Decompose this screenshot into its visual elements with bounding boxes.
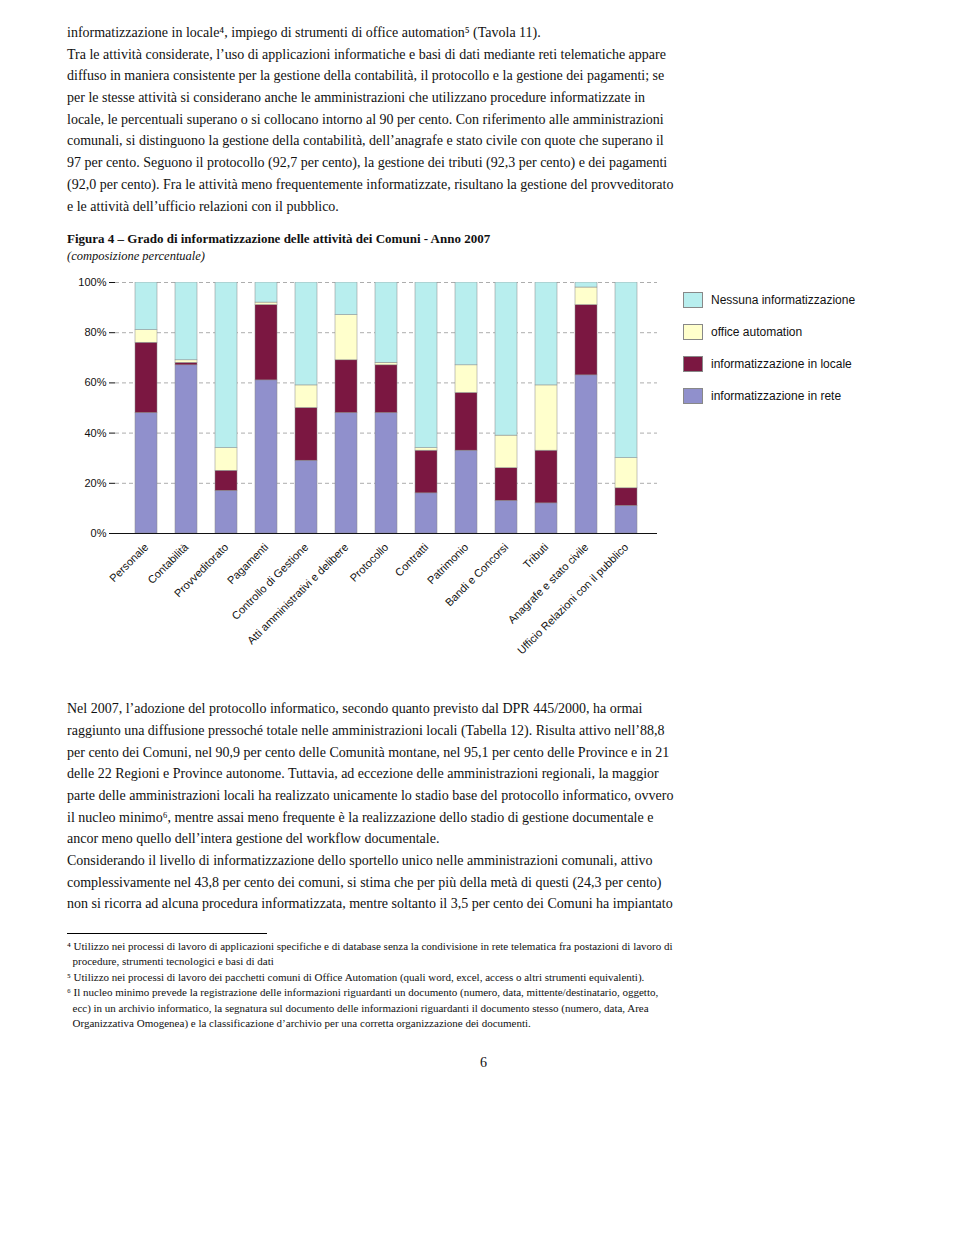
html-text:informatizzazione in locale⁴,: informatizzazione in locale⁴, impiego di…: [67, 25, 674, 214]
svg-text:20%: 20%: [84, 477, 106, 489]
html-text:office automation: office automation: [711, 325, 803, 340]
svg-text:Contabilità: Contabilità: [145, 540, 191, 587]
svg-text:Ufficio Relazioni con il pubbl: Ufficio Relazioni con il pubblico: [515, 541, 631, 657]
svg-text:Contratti: Contratti: [393, 541, 431, 579]
svg-text:Personale: Personale: [107, 541, 151, 585]
svg-text:0%: 0%: [91, 527, 107, 539]
svg-text:60%: 60%: [84, 377, 106, 389]
html-text:informatizzazione in rete: informatizzazione in rete: [711, 389, 842, 404]
html-text:informatizzazione in locale: informatizzazione in locale: [711, 357, 852, 372]
svg-text:Patrimonio: Patrimonio: [424, 540, 471, 587]
html-text:Figura 4 – Grado di informatiz: Figura 4 – Grado di informatizzazione de…: [67, 231, 491, 247]
svg-text:Atti amministrativi e delibere: Atti amministrativi e delibere: [245, 541, 351, 647]
html-text:⁴ Utilizzo nei processi di lav: ⁴ Utilizzo nei processi di lavoro di app…: [67, 940, 673, 1029]
svg-text:80%: 80%: [84, 326, 106, 338]
svg-text:Controllo di Gestione: Controllo di Gestione: [229, 541, 310, 622]
svg-text:Anagrafe e stato civile: Anagrafe e stato civile: [505, 541, 590, 626]
svg-text:Tributi: Tributi: [521, 541, 551, 571]
svg-text:100%: 100%: [78, 276, 106, 288]
html-text:(composizione percentuale): (composizione percentuale): [67, 249, 205, 264]
svg-text:Protocollo: Protocollo: [347, 541, 390, 584]
svg-text:40%: 40%: [84, 427, 106, 439]
svg-text:Bandi e Concorsi: Bandi e Concorsi: [443, 541, 511, 609]
svg-text:Provveditorato: Provveditorato: [172, 541, 231, 600]
html-text:6: 6: [480, 1055, 487, 1071]
html-text:Nessuna informatizzazione: Nessuna informatizzazione: [711, 293, 856, 308]
html-text:Nel 2007, l’adozione del ​prot: Nel 2007, l’adozione del ​protocollo inf…: [67, 701, 674, 912]
svg-text:Pagamenti: Pagamenti: [224, 540, 271, 587]
